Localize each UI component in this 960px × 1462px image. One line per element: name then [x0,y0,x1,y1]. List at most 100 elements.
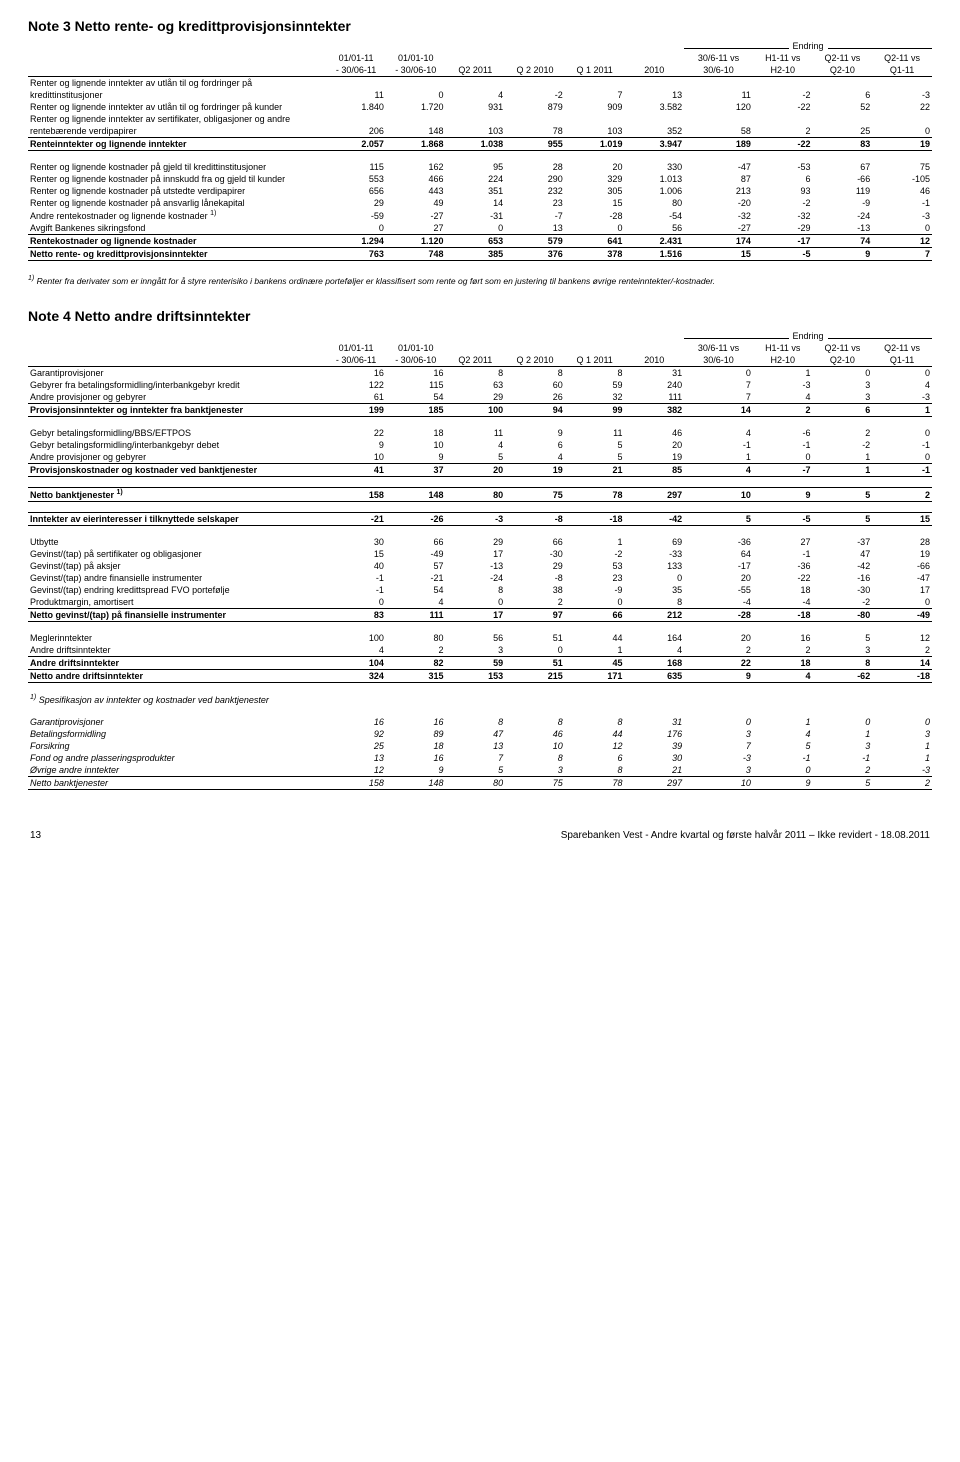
col-header: 2010 [624,354,684,367]
endring-header: Endring [684,330,932,342]
cell: 2 [872,488,932,502]
cell: 656 [326,185,386,197]
cell: 213 [684,185,753,197]
cell: 148 [386,125,446,138]
cell: 45 [565,657,625,670]
cell: 16 [326,716,386,728]
row-label: Meglerinntekter [28,632,326,644]
cell: 162 [386,161,446,173]
cell: 0 [684,716,753,728]
cell: 2 [872,777,932,790]
table-row: Forsikring2518131012397531 [28,740,932,752]
table-row: Renter og lignende kostnader på ansvarli… [28,197,932,209]
col-header [28,354,326,367]
cell: 14 [872,657,932,670]
cell: 13 [446,740,506,752]
row-label: Renter og lignende inntekter av sertifik… [28,113,326,125]
row-label: Andre driftsinntekter [28,657,326,670]
table-row: Renter og lignende kostnader på gjeld ti… [28,161,932,173]
col-header [446,52,506,64]
cell: 8 [505,716,565,728]
table-row: Andre driftsinntekter1048259514516822188… [28,657,932,670]
table-row: Andre driftsinntekter4230142232 [28,644,932,657]
cell: 100 [446,404,506,417]
cell: 4 [684,427,753,439]
cell: 352 [624,125,684,138]
cell: -32 [684,209,753,222]
cell: 5 [446,451,506,464]
cell: 21 [565,464,625,477]
col-header: H2-10 [753,354,813,367]
cell: -2 [753,197,813,209]
cell: 153 [446,670,506,683]
cell: 7 [684,379,753,391]
cell: 1 [565,644,625,657]
cell: 56 [446,632,506,644]
col-header: Q2-10 [813,64,873,77]
cell: 9 [505,427,565,439]
cell: 1.720 [386,101,446,113]
col-header: Q2-11 vs [813,52,873,64]
cell: 31 [624,367,684,380]
cell: 78 [565,488,625,502]
cell: 49 [386,197,446,209]
row-label: rentebærende verdipapirer [28,125,326,138]
cell: 17 [446,609,506,622]
cell: 297 [624,777,684,790]
cell: 2 [505,596,565,609]
cell: 0 [872,451,932,464]
cell [813,693,873,706]
page-footer: 13 Sparebanken Vest - Andre kvartal og f… [28,830,932,841]
cell: 1.038 [446,138,506,151]
cell: -2 [813,439,873,451]
cell [565,113,625,125]
cell: 11 [565,427,625,439]
cell: 11 [326,89,386,101]
table-row: Renter og lignende inntekter av sertifik… [28,113,932,125]
cell: 9 [813,248,873,261]
cell: 8 [565,716,625,728]
table-row: Netto andre driftsinntekter3243151532151… [28,670,932,683]
cell: 171 [565,670,625,683]
cell: 53 [565,560,625,572]
col-header [28,342,326,354]
cell: 224 [446,173,506,185]
cell: -24 [813,209,873,222]
row-label: Renter og lignende inntekter av utlån ti… [28,77,326,90]
row-label: Netto gevinst/(tap) på finansielle instr… [28,609,326,622]
note3-table: Endring01/01-1101/01-1030/6-11 vsH1-11 v… [28,40,932,261]
cell: -18 [753,609,813,622]
cell: 115 [386,379,446,391]
cell: 199 [326,404,386,417]
cell: -42 [624,513,684,526]
cell: -24 [446,572,506,584]
cell: 9 [753,777,813,790]
row-label: Produktmargin, amortisert [28,596,326,609]
cell: 122 [326,379,386,391]
row-label: Provisjonsinntekter og inntekter fra ban… [28,404,326,417]
cell: 95 [446,161,506,173]
cell: 20 [565,161,625,173]
cell: 8 [446,367,506,380]
cell: -3 [446,513,506,526]
cell: 56 [624,222,684,235]
cell: 1 [813,464,873,477]
cell: 1.868 [386,138,446,151]
cell: 74 [813,235,873,248]
col-header: - 30/06-10 [386,64,446,77]
table-row: Meglerinntekter100805651441642016512 [28,632,932,644]
cell: 0 [872,222,932,235]
endring-header: Endring [684,40,932,52]
cell: 10 [684,777,753,790]
cell: -32 [753,209,813,222]
cell: 14 [684,404,753,417]
table-row: Renter og lignende inntekter av utlån ti… [28,101,932,113]
cell: 1 [753,367,813,380]
cell: -66 [872,560,932,572]
cell: 12 [872,632,932,644]
cell: -29 [753,222,813,235]
cell: 8 [565,764,625,777]
cell: 3 [684,728,753,740]
cell: 19 [624,451,684,464]
cell: 1.006 [624,185,684,197]
